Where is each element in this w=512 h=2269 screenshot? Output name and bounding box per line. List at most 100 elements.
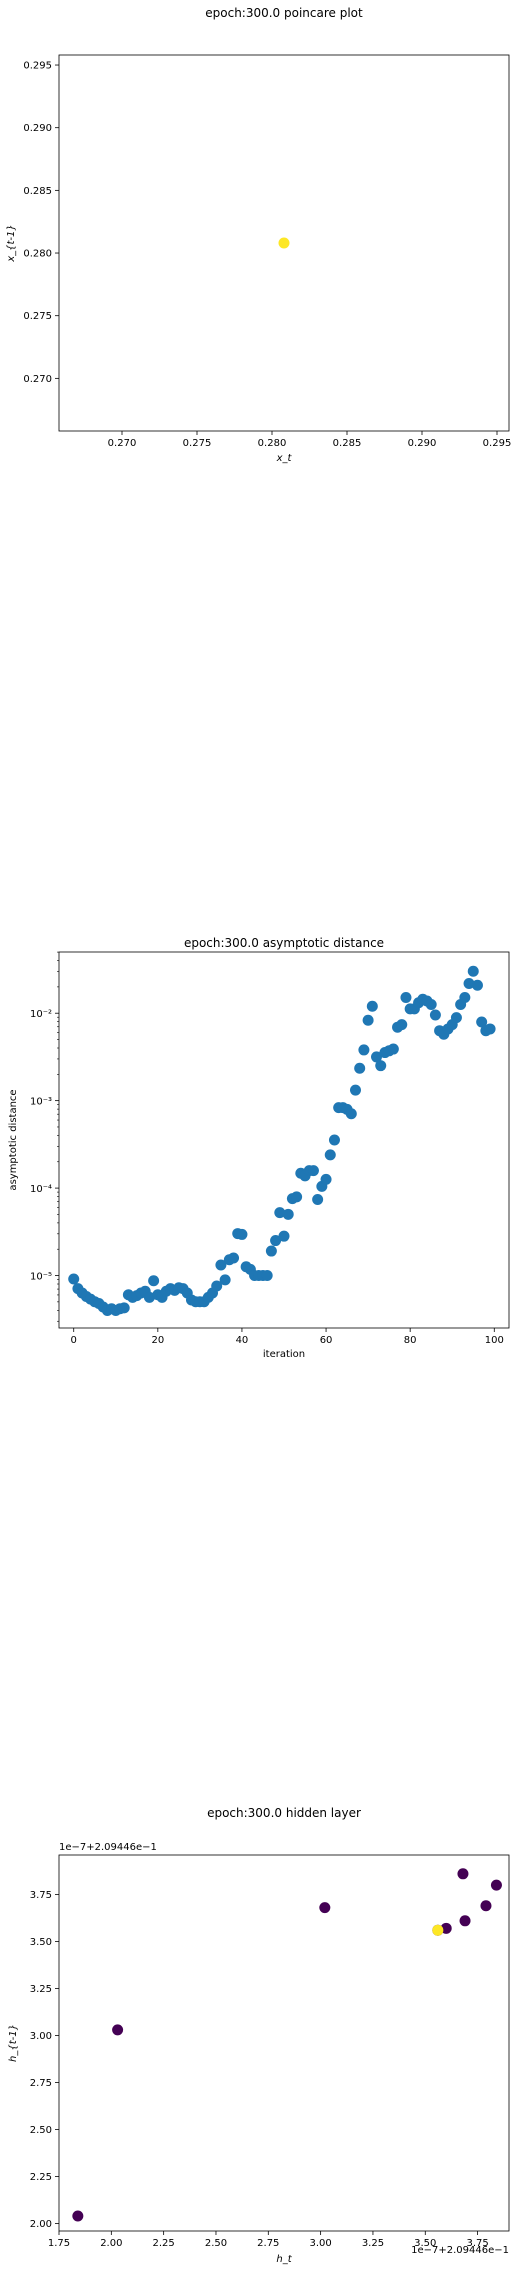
poincare-points [278, 237, 290, 249]
hidden-point [480, 1900, 492, 1912]
hidden-point [319, 1902, 331, 1914]
hidden-title: epoch:300.0 hidden layer [207, 1806, 361, 1820]
asymptotic-point [459, 991, 471, 1003]
hidden-ytick-label: 2.75 [30, 2078, 52, 2089]
asymptotic-xtick-label: 80 [404, 1335, 417, 1346]
hidden-point [457, 1868, 469, 1880]
asymptotic-title: epoch:300.0 asymptotic distance [184, 936, 384, 950]
asymptotic-point [320, 1173, 332, 1185]
poincare-point [278, 237, 290, 249]
asymptotic-point [274, 1207, 286, 1219]
asymptotic-point [358, 1044, 370, 1056]
hidden-ytick-label: 3.75 [30, 1890, 52, 1901]
asymptotic-point [362, 1014, 374, 1026]
asymptotic-ytick-label: 10⁻⁴ [30, 1184, 52, 1195]
poincare-ytick-label: 0.275 [23, 311, 52, 322]
hidden-xtick-label: 3.25 [362, 2238, 384, 2249]
hidden-xtick-label: 2.00 [100, 2238, 122, 2249]
asymptotic-point [345, 1108, 357, 1120]
asymptotic-point [215, 1259, 227, 1271]
asymptotic-point [219, 1274, 231, 1286]
poincare-ytick-label: 0.295 [23, 61, 52, 72]
asymptotic-point [375, 1060, 387, 1072]
asymptotic-point [400, 991, 412, 1003]
hidden-point [440, 1922, 452, 1934]
hidden-points [72, 1868, 502, 2222]
hidden-ytick-label: 3.50 [30, 1937, 52, 1948]
asymptotic-point [291, 1191, 303, 1203]
poincare-ytick-label: 0.270 [23, 374, 52, 385]
asymptotic-point [307, 1165, 319, 1177]
hidden-ylabel: h_{t-1} [8, 2024, 19, 2062]
hidden-ytick-label: 3.25 [30, 1984, 52, 1995]
asymptotic-point [354, 1062, 366, 1074]
hidden-ytick-label: 2.50 [30, 2125, 52, 2136]
hidden-x-offset: 1e−7+2.09446e−1 [411, 2245, 509, 2256]
poincare-ytick-label: 0.285 [23, 186, 52, 197]
asymptotic-point [236, 1228, 248, 1240]
hidden-layer-plot: epoch:300.0 hidden layer 1e−7+2.09446e−1… [8, 1806, 510, 2265]
hidden-point [490, 1879, 502, 1891]
asymptotic-xtick-label: 40 [236, 1335, 249, 1346]
asymptotic-point [118, 1302, 130, 1314]
asymptotic-point [228, 1252, 240, 1264]
asymptotic-point [396, 1019, 408, 1031]
hidden-point [432, 1924, 444, 1936]
poincare-axes-frame [58, 54, 510, 432]
asymptotic-point [463, 977, 475, 989]
hidden-point [72, 2210, 84, 2222]
asymptotic-point [312, 1193, 324, 1205]
hidden-ytick-label: 2.00 [30, 2219, 52, 2230]
asymptotic-point [324, 1149, 336, 1161]
hidden-xtick-label: 2.75 [257, 2238, 279, 2249]
hidden-xtick-label: 2.25 [153, 2238, 175, 2249]
hidden-xlabel: h_t [276, 2254, 292, 2265]
asymptotic-xlabel: iteration [263, 1349, 305, 1360]
poincare-plot: epoch:300.0 poincare plot 0.270 0.275 0.28… [6, 6, 511, 464]
asymptotic-point [450, 1012, 462, 1024]
asymptotic-point [349, 1084, 361, 1096]
asymptotic-point [148, 1275, 160, 1287]
asymptotic-ylabel: asymptotic distance [8, 1089, 19, 1190]
asymptotic-point [211, 1280, 223, 1292]
poincare-ticks: 0.270 0.275 0.280 0.285 0.290 0.295 0.270 0.275… [23, 61, 511, 449]
asymptotic-point [261, 1270, 273, 1282]
asymptotic-xtick-label: 60 [320, 1335, 333, 1346]
asymptotic-point [476, 1016, 488, 1028]
asymptotic-point [387, 1043, 399, 1055]
asymptotic-point [429, 1009, 441, 1021]
asymptotic-point [282, 1208, 294, 1220]
hidden-xtick-label: 2.50 [205, 2238, 227, 2249]
asymptotic-xtick-label: 0 [71, 1335, 77, 1346]
hidden-y-offset: 1e−7+2.09446e−1 [59, 1842, 157, 1853]
asymptotic-ytick-label: 10⁻² [30, 1009, 52, 1020]
poincare-xtick-label: 0.280 [258, 438, 287, 449]
asymptotic-ytick-label: 10⁻³ [30, 1097, 52, 1108]
asymptotic-point [371, 1051, 383, 1063]
asymptotic-xtick-label: 100 [485, 1335, 504, 1346]
poincare-ylabel: x_{t-1} [6, 224, 17, 263]
hidden-point [112, 2024, 124, 2036]
hidden-xtick-label: 3.00 [309, 2238, 331, 2249]
hidden-ticks: 1.75 2.00 2.25 2.50 2.75 3.00 3.25 3.50 3.75 2.00… [30, 1890, 489, 2249]
asymptotic-distance-plot: epoch:300.0 asymptotic distance 0 20 40 60 8… [8, 936, 510, 1360]
asymptotic-point [328, 1134, 340, 1146]
asymptotic-point [68, 1273, 80, 1285]
poincare-xtick-label: 0.285 [333, 438, 362, 449]
asymptotic-point [143, 1291, 155, 1303]
asymptotic-point [278, 1230, 290, 1242]
poincare-ytick-label: 0.280 [23, 249, 52, 260]
asymptotic-points [68, 965, 496, 1317]
asymptotic-point [265, 1245, 277, 1257]
asymptotic-point [425, 998, 437, 1010]
hidden-ytick-label: 2.25 [30, 2172, 52, 2183]
hidden-xtick-label: 1.75 [48, 2238, 70, 2249]
poincare-xtick-label: 0.290 [408, 438, 437, 449]
hidden-axes-frame [58, 1854, 510, 2232]
poincare-ytick-label: 0.290 [23, 123, 52, 134]
poincare-title: epoch:300.0 poincare plot [205, 6, 363, 20]
poincare-xtick-label: 0.270 [108, 438, 137, 449]
hidden-xtick-label: 3.75 [466, 2238, 488, 2249]
asymptotic-point [366, 1000, 378, 1012]
asymptotic-point [467, 965, 479, 977]
